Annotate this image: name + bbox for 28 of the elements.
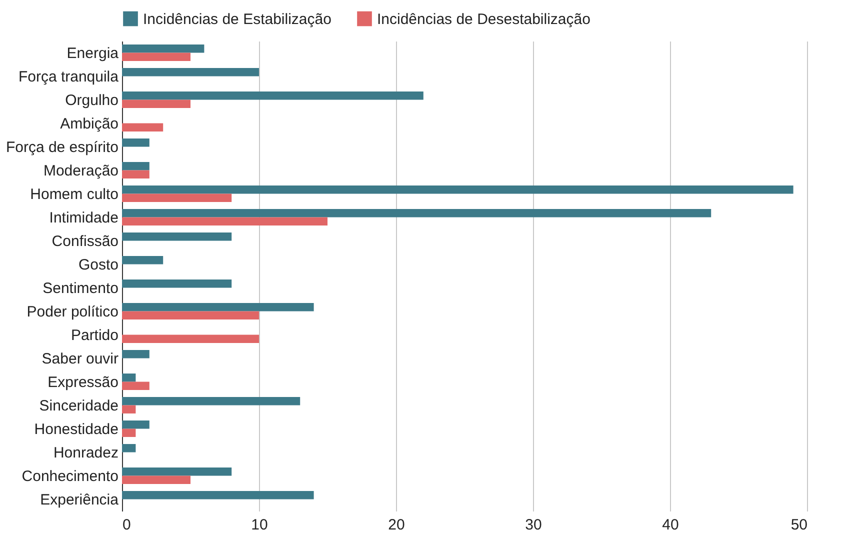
y-tick-label: Homem culto	[30, 186, 118, 203]
y-tick-label: Poder político	[26, 303, 118, 320]
x-tick-label: 30	[525, 516, 542, 534]
y-tick-label: Experiência	[40, 491, 120, 508]
y-tick-label: Energia	[66, 44, 120, 62]
y-tick-label: Honestidade	[34, 420, 118, 438]
y-tick-label: Orgulho	[65, 92, 118, 109]
y-tick-label: Partido	[70, 326, 118, 344]
x-tick-label: 50	[790, 516, 808, 534]
y-tick-label: Gosto	[78, 256, 118, 274]
y-tick-label: Intimidade	[49, 209, 118, 226]
y-tick-label: Confissão	[52, 232, 118, 250]
y-tick-label: Ambição	[60, 115, 118, 132]
x-tick-label: 40	[662, 516, 679, 534]
y-tick-label: Honradez	[53, 444, 118, 462]
y-tick-label: Força de espírito	[6, 138, 118, 156]
legend-label: Incidências de Desestabilização	[377, 10, 590, 28]
y-tick-label: Sentimento	[42, 280, 118, 297]
x-tick-label: 0	[122, 516, 131, 534]
y-tick-label: Sinceridade	[39, 397, 118, 414]
x-tick-label: 10	[251, 516, 268, 534]
y-tick-label: Moderação	[43, 162, 118, 180]
x-tick-label: 20	[388, 516, 405, 534]
legend-label: Incidências de Estabilização	[143, 10, 332, 28]
y-tick-label: Força tranquila	[18, 68, 120, 86]
y-tick-label: Saber ouvir	[42, 350, 118, 368]
y-tick-label: Conhecimento	[22, 468, 118, 485]
y-tick-label: Expressão	[48, 374, 118, 391]
